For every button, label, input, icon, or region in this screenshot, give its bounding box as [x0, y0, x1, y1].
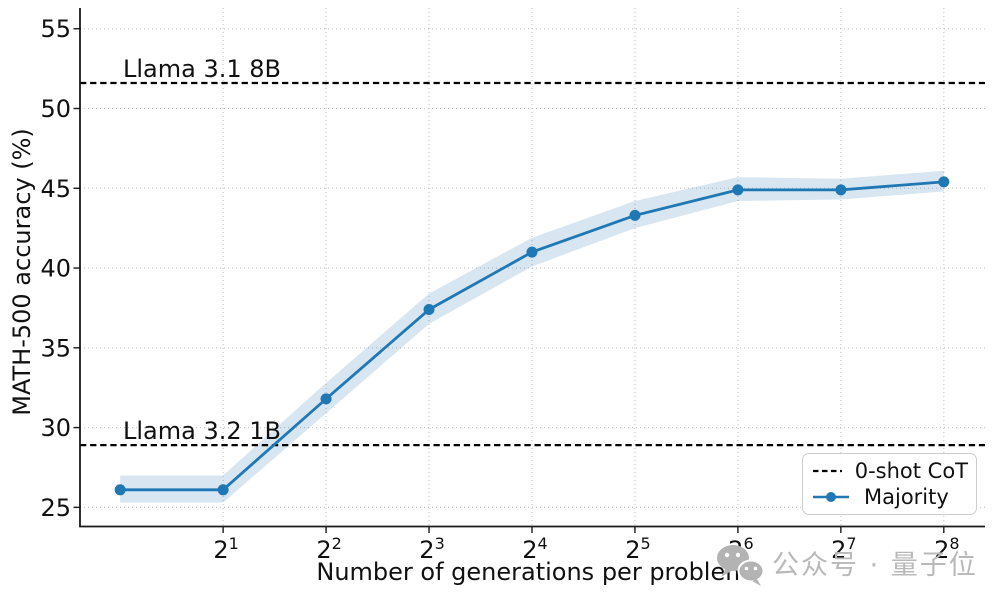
hline-label-llama-3-1-8b: Llama 3.1 8B [123, 54, 281, 83]
data-point [114, 484, 126, 496]
svg-text:55: 55 [40, 15, 71, 43]
svg-text:25: 25 [625, 534, 650, 564]
data-point [732, 184, 744, 196]
data-point [629, 209, 641, 221]
data-point [938, 176, 950, 188]
dashed-line-sample-icon [813, 469, 842, 473]
tick-marks [73, 28, 945, 533]
series-markers [114, 176, 950, 496]
svg-text:40: 40 [40, 255, 71, 283]
svg-text:24: 24 [522, 534, 547, 564]
legend: 0-shot CoT Majority [802, 453, 977, 515]
svg-text:28: 28 [934, 534, 959, 564]
legend-entry-majority: Majority [811, 486, 968, 508]
svg-text:30: 30 [40, 414, 71, 442]
svg-text:23: 23 [419, 534, 444, 564]
line-marker-sample-icon [813, 492, 849, 502]
x-axis-label: Number of generations per problem [316, 558, 749, 586]
svg-text:27: 27 [831, 534, 856, 564]
svg-text:25: 25 [40, 494, 71, 522]
legend-label: Majority [864, 484, 949, 509]
svg-text:21: 21 [213, 534, 238, 564]
svg-text:45: 45 [40, 175, 71, 203]
data-point [320, 393, 332, 405]
legend-label: 0-shot CoT [854, 458, 968, 483]
svg-text:22: 22 [316, 534, 341, 564]
legend-entry-0shot-cot: 0-shot CoT [811, 460, 968, 482]
data-point [423, 304, 435, 316]
y-axis-label: MATH-500 accuracy (%) [8, 128, 36, 416]
svg-text:50: 50 [40, 95, 71, 123]
data-point [217, 484, 229, 496]
hline-label-llama-3-2-1b: Llama 3.2 1B [123, 417, 281, 446]
svg-text:35: 35 [40, 334, 71, 362]
data-point [526, 246, 538, 258]
y-tick-labels: 25 30 35 40 45 50 55 [40, 15, 71, 522]
gridlines [80, 8, 985, 527]
data-point [835, 184, 847, 196]
